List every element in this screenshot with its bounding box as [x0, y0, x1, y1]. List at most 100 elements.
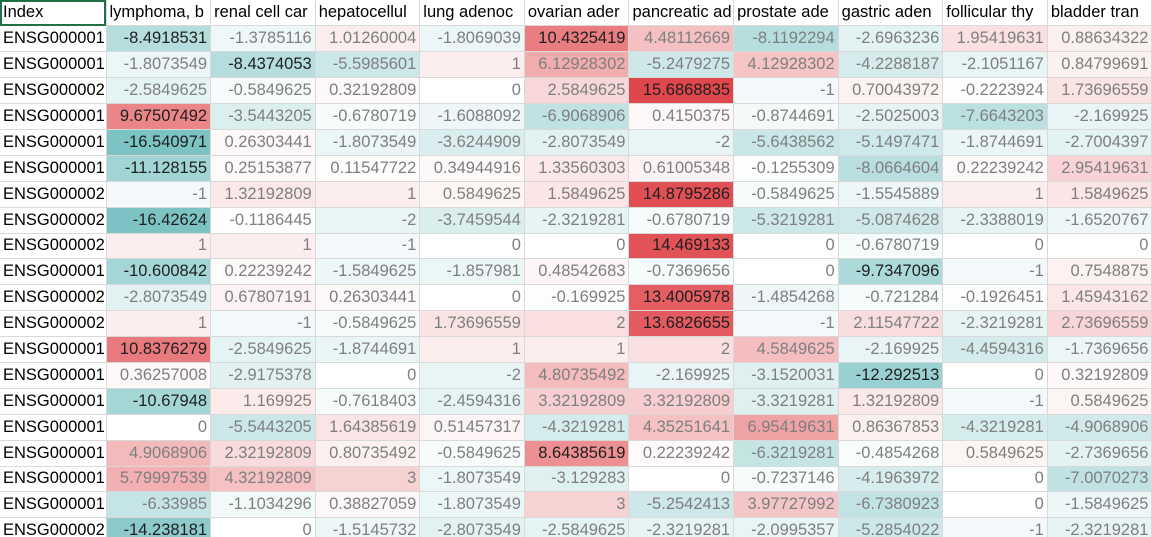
value-cell[interactable]: -16.540971 — [106, 129, 212, 156]
value-cell[interactable]: -2.169925 — [1047, 103, 1152, 130]
value-cell[interactable]: -1.3785116 — [210, 25, 316, 53]
value-cell[interactable]: -8.1192294 — [733, 25, 839, 53]
row-index-cell[interactable]: ENSG000002 — [0, 517, 107, 537]
value-cell[interactable]: -2.3219281 — [628, 517, 735, 537]
value-cell[interactable]: -2.3388019 — [942, 207, 1048, 234]
value-cell[interactable]: 3 — [315, 466, 421, 493]
value-cell[interactable]: 0.22239242 — [628, 440, 735, 467]
value-cell[interactable]: 3.32192809 — [628, 388, 735, 415]
value-cell[interactable]: 0 — [942, 491, 1048, 519]
value-cell[interactable]: -0.5849625 — [315, 310, 421, 338]
value-cell[interactable]: -2.4594316 — [419, 388, 525, 415]
value-cell[interactable]: -0.5849625 — [419, 440, 525, 467]
value-cell[interactable]: 1.95419631 — [942, 25, 1048, 53]
value-cell[interactable]: -2.8073549 — [106, 284, 212, 312]
header-cell-lung-adenocarcinoma[interactable]: lung adenoc — [419, 0, 525, 27]
value-cell[interactable]: -5.6438562 — [733, 129, 839, 156]
row-index-cell[interactable]: ENSG000002 — [0, 207, 107, 234]
value-cell[interactable]: -1.8069039 — [419, 25, 525, 53]
value-cell[interactable]: -0.721284 — [838, 284, 944, 312]
value-cell[interactable]: -5.3219281 — [733, 207, 839, 234]
value-cell[interactable]: -0.1255309 — [733, 155, 839, 182]
value-cell[interactable]: -1.4854268 — [733, 284, 839, 312]
value-cell[interactable]: -2.1051167 — [942, 51, 1048, 79]
value-cell[interactable]: -0.1186445 — [210, 207, 316, 234]
row-index-cell[interactable]: ENSG000001 — [0, 362, 107, 389]
value-cell[interactable]: -5.2479275 — [628, 51, 735, 79]
value-cell[interactable]: 6.95419631 — [733, 414, 839, 441]
header-cell-follicular-thyroid[interactable]: follicular thy — [942, 0, 1048, 27]
value-cell[interactable]: 0.38827059 — [315, 491, 421, 519]
value-cell[interactable]: 4.5849625 — [733, 336, 839, 363]
value-cell[interactable]: -1 — [942, 258, 1048, 286]
value-cell[interactable]: -1.8073549 — [106, 51, 212, 79]
value-cell[interactable]: -0.5849625 — [733, 181, 839, 208]
value-cell[interactable]: 0.51457317 — [419, 414, 525, 441]
value-cell[interactable]: -2 — [315, 207, 421, 234]
value-cell[interactable]: 4.32192809 — [210, 466, 316, 493]
value-cell[interactable]: -5.5985601 — [315, 51, 421, 79]
value-cell[interactable]: 2 — [524, 310, 630, 338]
value-cell[interactable]: -1 — [733, 310, 839, 338]
value-cell[interactable]: -2.3219281 — [524, 207, 630, 234]
row-index-cell[interactable]: ENSG000001 — [0, 103, 107, 130]
value-cell[interactable]: 10.8376279 — [106, 336, 212, 363]
value-cell[interactable]: 15.6868835 — [628, 77, 735, 105]
value-cell[interactable]: -1.5145732 — [315, 517, 421, 537]
value-cell[interactable]: -5.2854022 — [838, 517, 944, 537]
value-cell[interactable]: -8.4918531 — [106, 25, 212, 53]
value-cell[interactable]: 8.64385619 — [524, 440, 630, 467]
value-cell[interactable]: 3.97727992 — [733, 491, 839, 519]
header-cell-index[interactable]: Index — [0, 0, 107, 27]
row-index-cell[interactable]: ENSG000002 — [0, 284, 107, 312]
value-cell[interactable]: 1.73696559 — [1047, 77, 1152, 105]
value-cell[interactable]: -2.169925 — [838, 336, 944, 363]
value-cell[interactable]: -2.5849625 — [524, 517, 630, 537]
value-cell[interactable]: -0.4854268 — [838, 440, 944, 467]
value-cell[interactable]: -3.5443205 — [210, 103, 316, 130]
value-cell[interactable]: -2.169925 — [628, 362, 735, 389]
row-index-cell[interactable]: ENSG000002 — [0, 77, 107, 105]
value-cell[interactable]: 1 — [419, 336, 525, 363]
value-cell[interactable]: -1 — [942, 388, 1048, 415]
value-cell[interactable]: 1 — [524, 336, 630, 363]
value-cell[interactable]: 2 — [628, 336, 735, 363]
value-cell[interactable]: -6.3219281 — [733, 440, 839, 467]
value-cell[interactable]: 0.84799691 — [1047, 51, 1152, 79]
header-cell-gastric-adenocarcinoma[interactable]: gastric aden — [838, 0, 944, 27]
value-cell[interactable]: -5.2542413 — [628, 491, 735, 519]
value-cell[interactable]: -0.6780719 — [315, 103, 421, 130]
value-cell[interactable]: 0.25153877 — [210, 155, 316, 182]
value-cell[interactable]: -2.7369656 — [1047, 440, 1152, 467]
value-cell[interactable]: 14.8795286 — [628, 181, 735, 208]
row-index-cell[interactable]: ENSG000002 — [0, 181, 107, 208]
value-cell[interactable]: -1 — [733, 77, 839, 105]
value-cell[interactable]: 2.11547722 — [838, 310, 944, 338]
value-cell[interactable]: -3.129283 — [524, 466, 630, 493]
value-cell[interactable]: 0 — [210, 517, 316, 537]
value-cell[interactable]: 2.5849625 — [524, 77, 630, 105]
value-cell[interactable]: 0.5849625 — [942, 440, 1048, 467]
value-cell[interactable]: 2.32192809 — [210, 440, 316, 467]
value-cell[interactable]: 0.32192809 — [1047, 362, 1152, 389]
value-cell[interactable]: -16.42624 — [106, 207, 212, 234]
value-cell[interactable]: -0.7618403 — [315, 388, 421, 415]
value-cell[interactable]: 13.4005978 — [628, 284, 735, 312]
value-cell[interactable]: -1 — [106, 181, 212, 208]
value-cell[interactable]: 0.26303441 — [210, 129, 316, 156]
value-cell[interactable]: 1 — [210, 233, 316, 260]
value-cell[interactable]: -5.1497471 — [838, 129, 944, 156]
value-cell[interactable]: -0.169925 — [524, 284, 630, 312]
value-cell[interactable]: -1.8744691 — [942, 129, 1048, 156]
value-cell[interactable]: -2.3219281 — [942, 310, 1048, 338]
row-index-cell[interactable]: ENSG000002 — [0, 233, 107, 260]
value-cell[interactable]: -3.6244909 — [419, 129, 525, 156]
value-cell[interactable]: -7.6643203 — [942, 103, 1048, 130]
value-cell[interactable]: -3.1520031 — [733, 362, 839, 389]
value-cell[interactable]: -1 — [210, 310, 316, 338]
value-cell[interactable]: 0.67807191 — [210, 284, 316, 312]
value-cell[interactable]: -2.6963236 — [838, 25, 944, 53]
value-cell[interactable]: -2.7004397 — [1047, 129, 1152, 156]
value-cell[interactable]: -2.8073549 — [419, 517, 525, 537]
value-cell[interactable]: 3 — [524, 491, 630, 519]
